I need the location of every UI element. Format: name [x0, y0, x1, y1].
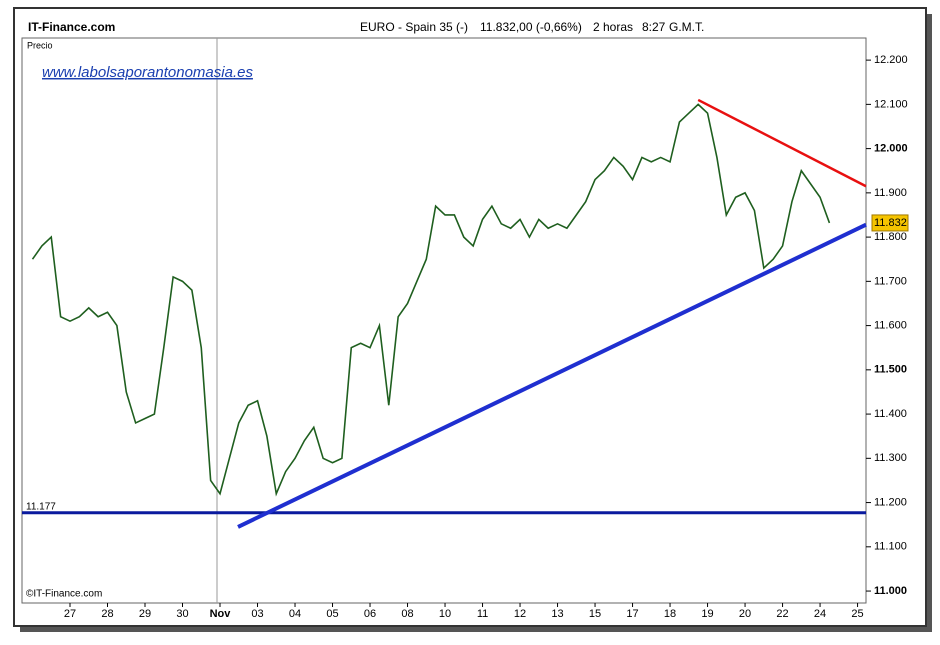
- price-line: [31, 103, 831, 497]
- y-tick-label: 11.600: [874, 319, 907, 331]
- y-tick-label: 11.900: [874, 187, 907, 199]
- y-tick-label: 12.100: [874, 98, 908, 110]
- time: 8:27: [642, 20, 666, 34]
- x-tick-label: 08: [401, 608, 413, 620]
- x-tick-label: 20: [739, 608, 751, 620]
- y-tick-label: 12.000: [874, 143, 908, 155]
- x-tick-label: Nov: [210, 608, 232, 620]
- title: EURO - Spain 35 (-): [360, 20, 468, 34]
- y-tick-label: 11.300: [874, 452, 907, 464]
- delay: 2 horas: [593, 20, 633, 34]
- x-tick-label: 05: [326, 608, 338, 620]
- x-tick-label: 30: [176, 608, 188, 620]
- x-tick-label: 24: [814, 608, 826, 620]
- x-tick-label: 25: [851, 608, 863, 620]
- x-tick-label: 11: [477, 608, 488, 620]
- x-tick-label: 15: [589, 608, 601, 620]
- x-tick-label: 13: [551, 608, 563, 620]
- x-tick-label: 03: [251, 608, 263, 620]
- last-value-box: [871, 214, 909, 232]
- timezone: G.M.T.: [669, 20, 704, 34]
- x-tick-label: 17: [626, 608, 638, 620]
- y-tick-label: 11.500: [874, 364, 907, 376]
- x-tick-label: 04: [289, 608, 301, 620]
- trend-line: [237, 222, 867, 529]
- x-tick-label: 27: [64, 608, 76, 620]
- y-label: Precio: [27, 40, 53, 50]
- x-tick-label: 22: [776, 608, 788, 620]
- level-label: 11.177: [26, 501, 56, 512]
- quote: 11.832,00 (-0,66%): [480, 20, 582, 34]
- x-tick-label: 10: [439, 608, 451, 620]
- x-tick-label: 19: [701, 608, 713, 620]
- y-tick-label: 12.200: [874, 54, 908, 66]
- y-tick-label: 11.100: [874, 541, 907, 553]
- last-value-label: 11.832: [874, 217, 907, 229]
- y-tick-label: 11.200: [874, 496, 907, 508]
- y-tick-label: 11.700: [874, 275, 907, 287]
- x-tick-label: 29: [139, 608, 151, 620]
- plot-area: [21, 37, 867, 604]
- y-tick-label: 11.000: [874, 585, 907, 597]
- x-tick-label: 12: [514, 608, 526, 620]
- x-tick-label: 06: [364, 608, 376, 620]
- copyright: ©IT-Finance.com: [26, 589, 102, 600]
- trend-line: [697, 98, 867, 188]
- y-tick-label: 11.400: [874, 408, 907, 420]
- x-tick-label: 28: [101, 608, 113, 620]
- y-tick-label: 11.800: [874, 231, 907, 243]
- x-tick-label: 18: [664, 608, 676, 620]
- watermark: www.labolsaporantonomasia.es: [42, 64, 253, 81]
- source: IT-Finance.com: [28, 20, 115, 34]
